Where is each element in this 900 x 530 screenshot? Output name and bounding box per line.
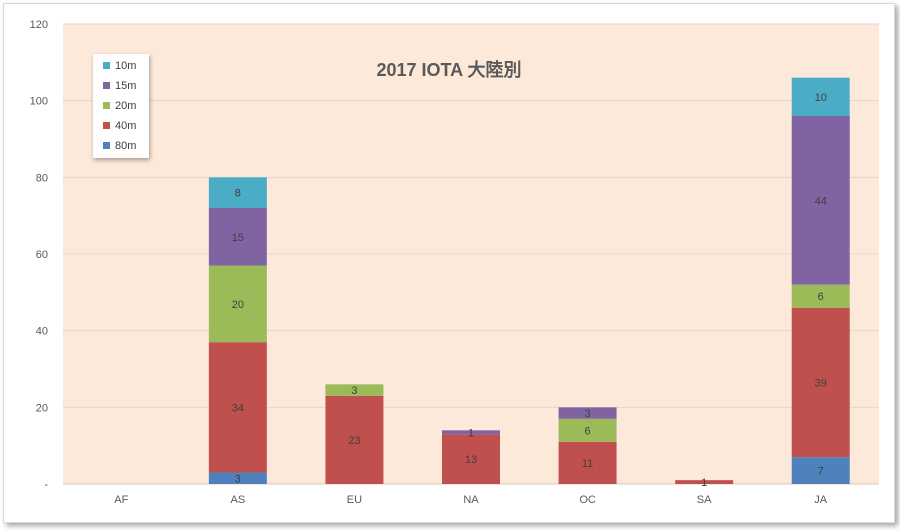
- category-label-af: AF: [114, 494, 128, 506]
- chart-frame: -20 40 60 80 100 120 3 34 20 15 8 23 3 13 1 11 6 3 1 7 39 6 4…: [3, 3, 895, 523]
- data-label-oc-15m: 3: [585, 408, 591, 420]
- legend-label-80m: 80m: [115, 140, 136, 152]
- bar-oc-15m: [558, 407, 617, 419]
- y-tick-label: 100: [30, 96, 48, 108]
- legend-swatch-15m: [103, 82, 110, 89]
- y-tick-label: 80: [36, 172, 48, 184]
- legend-swatch-40m: [103, 122, 110, 129]
- bar-as-80m: [208, 472, 267, 484]
- legend-label-15m: 15m: [115, 80, 136, 92]
- bar-sa-40m: [675, 480, 734, 484]
- category-label-sa: SA: [697, 494, 712, 506]
- chart-title: 2017 IOTA 大陸別: [376, 59, 521, 80]
- y-tick-label: -: [44, 479, 48, 491]
- y-tick-label: 20: [36, 402, 48, 414]
- legend-swatch-20m: [103, 102, 110, 109]
- bar-oc-40m: [558, 441, 617, 484]
- x-axis-category-labels: AF AS EU NA OC SA JA: [114, 494, 828, 506]
- gridlines: [63, 23, 879, 485]
- data-label-oc-40m: 11: [582, 458, 593, 470]
- bar-na-15m: [442, 430, 500, 435]
- data-label-ja-20m: 6: [818, 291, 824, 303]
- category-label-as: AS: [231, 494, 246, 506]
- bar-ja-15m: [791, 116, 850, 285]
- data-label-oc-20m: 6: [585, 425, 591, 437]
- data-label-as-80m: 3: [235, 473, 241, 485]
- category-label-eu: EU: [347, 494, 362, 506]
- data-label-ja-15m: 44: [815, 195, 827, 207]
- bar-ja-20m: [791, 284, 850, 308]
- legend: 10m 15m 20m 40m 80m: [93, 54, 149, 158]
- legend-swatch-10m: [103, 62, 110, 69]
- legend-label-10m: 10m: [115, 60, 136, 72]
- data-label-na-15m: 1: [468, 427, 474, 439]
- legend-label-20m: 20m: [115, 100, 136, 112]
- data-label-eu-40m: 23: [348, 435, 360, 447]
- category-label-ja: JA: [814, 494, 828, 506]
- bar-ja-80m: [791, 457, 850, 484]
- legend-box: [93, 54, 149, 158]
- data-label-sa-40m: 1: [701, 477, 707, 489]
- data-label-ja-40m: 39: [815, 377, 827, 389]
- y-axis-tick-labels: - 20 40 60 80 100 120: [30, 19, 49, 491]
- bar-oc-20m: [558, 418, 617, 442]
- data-label-as-20m: 20: [232, 299, 244, 311]
- data-label-as-15m: 15: [232, 232, 244, 244]
- bar-eu-20m: [325, 384, 384, 396]
- data-label-eu-20m: 3: [351, 385, 357, 397]
- y-tick-label: 60: [36, 249, 48, 261]
- data-label-ja-80m: 7: [818, 466, 824, 478]
- data-label-ja-10m: 10: [815, 92, 827, 104]
- legend-swatch-80m: [103, 142, 110, 149]
- data-label-as-40m: 34: [232, 402, 244, 414]
- bar-na-40m: [442, 434, 500, 484]
- category-label-oc: OC: [579, 494, 596, 506]
- legend-label-40m: 40m: [115, 120, 136, 132]
- data-label-na-40m: 13: [465, 454, 477, 466]
- y-tick-label: 120: [30, 19, 48, 31]
- bar-as-15m: [208, 208, 267, 266]
- bar-as-40m: [208, 342, 267, 473]
- y-tick-label: 40: [36, 326, 48, 338]
- bars: [208, 77, 850, 484]
- bar-as-20m: [208, 265, 267, 343]
- bar-ja-10m: [791, 77, 850, 116]
- bar-as-10m: [208, 177, 267, 208]
- data-label-as-10m: 8: [235, 188, 241, 200]
- bar-eu-40m: [325, 395, 384, 484]
- bar-ja-40m: [791, 307, 850, 458]
- category-label-na: NA: [463, 494, 479, 506]
